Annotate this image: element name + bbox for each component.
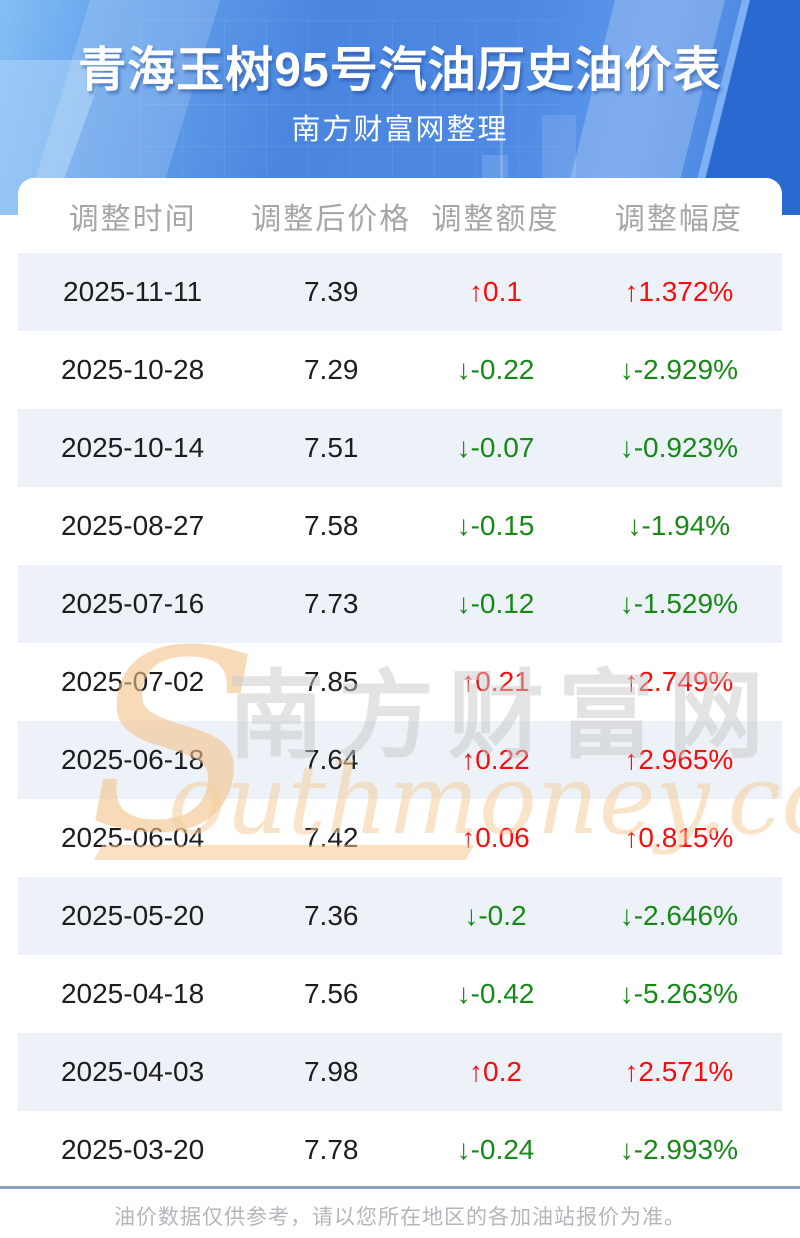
footer-divider: [0, 1186, 800, 1189]
row-date: 2025-04-18: [60, 978, 205, 1009]
row-price: 7.29: [303, 354, 359, 385]
row-price: 7.51: [303, 432, 359, 463]
row-price: 7.36: [303, 900, 359, 931]
row-price: 7.98: [303, 1056, 359, 1087]
row-date: 2025-06-18: [60, 744, 205, 775]
table-row: 2025-10-28 7.29 ↓-0.22 ↓-2.929%: [18, 331, 782, 409]
page-subtitle: 南方财富网整理: [291, 114, 509, 146]
row-percent: ↑0.815%: [624, 822, 734, 853]
row-date: 2025-07-02: [60, 666, 205, 697]
row-change: ↓-0.22: [456, 354, 535, 385]
row-percent: ↓-1.94%: [627, 510, 731, 541]
row-change: ↓-0.42: [456, 978, 535, 1009]
row-percent: ↓-2.993%: [619, 1134, 738, 1165]
row-percent: ↑1.372%: [624, 276, 734, 307]
row-percent: ↑2.571%: [624, 1056, 734, 1087]
row-percent: ↑2.749%: [624, 666, 734, 697]
row-percent: ↓-5.263%: [619, 978, 738, 1009]
row-date: 2025-06-04: [60, 822, 205, 853]
row-date: 2025-08-27: [60, 510, 205, 541]
row-date: 2025-03-20: [60, 1134, 205, 1165]
row-change: ↑0.22: [461, 744, 530, 775]
row-price: 7.64: [303, 744, 359, 775]
row-percent: ↓-1.529%: [619, 588, 738, 619]
row-price: 7.73: [303, 588, 359, 619]
row-change: ↓-0.12: [456, 588, 535, 619]
row-change: ↓-0.2: [464, 900, 527, 931]
row-percent: ↓-2.929%: [619, 354, 738, 385]
table-row: 2025-05-20 7.36 ↓-0.2 ↓-2.646%: [18, 877, 782, 955]
table-row: 2025-04-03 7.98 ↑0.2 ↑2.571%: [18, 1033, 782, 1111]
row-date: 2025-07-16: [60, 588, 205, 619]
row-date: 2025-05-20: [60, 900, 205, 931]
row-date: 2025-10-14: [60, 432, 205, 463]
column-header-adjust-time: 调整时间: [68, 202, 197, 236]
row-date: 2025-10-28: [60, 354, 205, 385]
row-change: ↑0.21: [461, 666, 530, 697]
table-row: 2025-07-16 7.73 ↓-0.12 ↓-1.529%: [18, 565, 782, 643]
table-row: 2025-03-20 7.78 ↓-0.24 ↓-2.993%: [18, 1111, 782, 1189]
row-change: ↓-0.15: [456, 510, 535, 541]
table-header-row: 调整时间 调整后价格 调整额度 调整幅度: [18, 178, 782, 253]
footer-disclaimer: 油价数据仅供参考，请以您所在地区的各加油站报价为准。: [114, 1206, 686, 1229]
row-change: ↑0.06: [461, 822, 530, 853]
row-price: 7.78: [303, 1134, 359, 1165]
table-row: 2025-06-18 7.64 ↑0.22 ↑2.965%: [18, 721, 782, 799]
row-price: 7.42: [303, 822, 359, 853]
table-row: 2025-11-11 7.39 ↑0.1 ↑1.372%: [18, 253, 782, 331]
table-body: 2025-11-11 7.39 ↑0.1 ↑1.372% 2025-10-28 7.29 ↓…: [18, 253, 782, 1189]
row-date: 2025-11-11: [63, 276, 203, 307]
column-header-adjusted-price: 调整后价格: [251, 202, 412, 236]
row-percent: ↓-0.923%: [619, 432, 738, 463]
column-header-adjust-rate: 调整幅度: [614, 202, 743, 236]
row-change: ↓-0.24: [456, 1134, 535, 1165]
column-header-adjust-amount: 调整额度: [431, 202, 560, 236]
row-change: ↑0.2: [469, 1056, 522, 1087]
row-price: 7.85: [303, 666, 359, 697]
row-date: 2025-04-03: [60, 1056, 205, 1087]
row-percent: ↓-2.646%: [619, 900, 738, 931]
row-change: ↑0.1: [469, 276, 522, 307]
row-price: 7.56: [303, 978, 359, 1009]
table-row: 2025-10-14 7.51 ↓-0.07 ↓-0.923%: [18, 409, 782, 487]
table-row: 2025-07-02 7.85 ↑0.21 ↑2.749%: [18, 643, 782, 721]
row-price: 7.39: [303, 276, 359, 307]
table-row: 2025-04-18 7.56 ↓-0.42 ↓-5.263%: [18, 955, 782, 1033]
price-table-card: 调整时间 调整后价格 调整额度 调整幅度 2025-11-11 7.39 ↑0.1 ↑…: [18, 178, 782, 1189]
table-row: 2025-08-27 7.58 ↓-0.15 ↓-1.94%: [18, 487, 782, 565]
row-change: ↓-0.07: [456, 432, 535, 463]
table-row: 2025-06-04 7.42 ↑0.06 ↑0.815%: [18, 799, 782, 877]
row-price: 7.58: [303, 510, 359, 541]
page-title: 青海玉树95号汽油历史油价表: [78, 44, 722, 97]
row-percent: ↑2.965%: [624, 744, 734, 775]
